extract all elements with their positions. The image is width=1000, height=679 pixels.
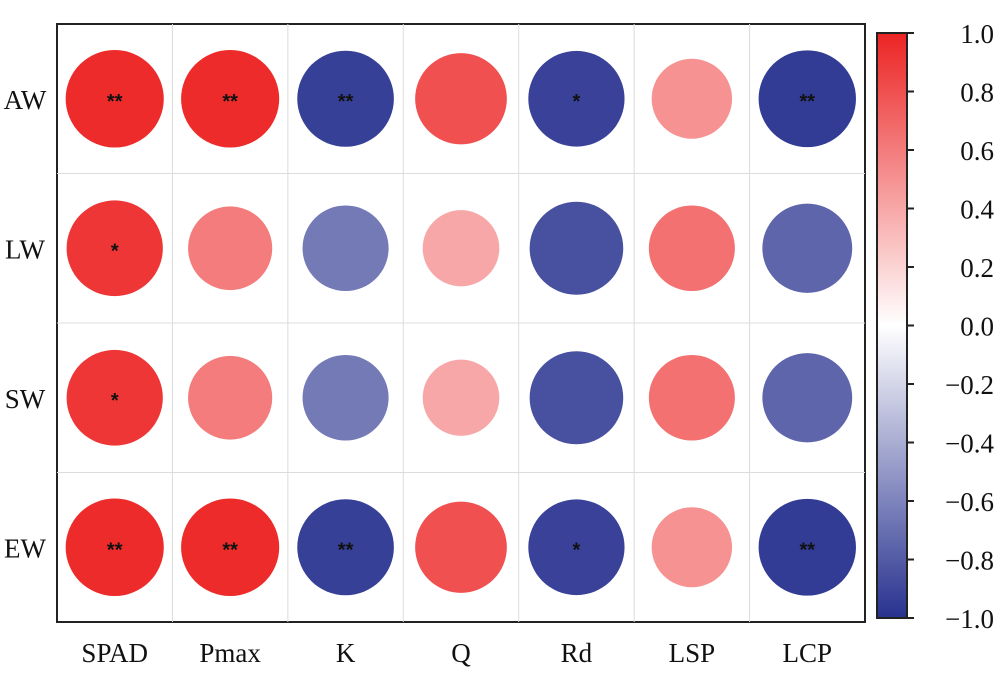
significance-mark: ** (799, 539, 815, 561)
cell-ew-pmax (181, 498, 280, 597)
cell-sw-lcp (762, 353, 853, 443)
significance-mark: ** (338, 91, 354, 113)
significance-mark: ** (222, 539, 238, 561)
correlation-cells: ** ** ** * ****** ** ** * ** (65, 49, 856, 597)
x-tick-label: SPAD (81, 638, 148, 668)
colorbar-tick-label: 1.0 (960, 19, 994, 49)
significance-mark: ** (799, 91, 815, 113)
x-tick-label: LCP (783, 638, 833, 668)
cell-ew-spad (65, 498, 164, 597)
significance-mark: * (573, 539, 581, 561)
cell-ew-lcp (758, 498, 856, 596)
colorbar-ticks: 1.0 0.8 0.6 0.4 0.2 0.0 −0.2 −0.4 −0.6 −0.8 −1.0 (907, 19, 995, 634)
colorbar-tick-label: −0.2 (945, 370, 994, 400)
cell-lw-lsp (648, 205, 735, 292)
colorbar-tick-label: 0.8 (960, 78, 994, 108)
cell-aw-spad (65, 49, 164, 148)
cell-sw-rd (529, 351, 624, 445)
cell-sw-lsp (648, 354, 735, 441)
colorbar-tick-label: −0.8 (945, 546, 994, 576)
cell-sw-pmax (188, 355, 273, 440)
cell-aw-pmax (181, 49, 280, 148)
colorbar-tick-label: −0.6 (945, 487, 994, 517)
y-axis-labels: AW LW SW EW (4, 85, 47, 564)
cell-lw-lcp (762, 203, 853, 293)
significance-mark: * (573, 91, 581, 113)
colorbar-tick-label: −1.0 (945, 604, 994, 634)
y-tick-label: SW (5, 384, 46, 414)
colorbar-tick-label: 0.4 (960, 195, 994, 225)
cell-lw-spad (66, 200, 163, 297)
colorbar-tick-label: 0.0 (960, 312, 994, 342)
cell-aw-rd (528, 50, 625, 147)
cell-sw-spad (66, 349, 163, 446)
x-tick-label: Pmax (199, 638, 261, 668)
significance-mark: ** (107, 91, 123, 113)
significance-mark: * (111, 390, 119, 412)
y-tick-label: EW (4, 533, 46, 563)
cell-aw-q (415, 53, 507, 145)
cell-aw-lcp (758, 50, 856, 148)
cell-ew-q (415, 501, 507, 593)
grid-lines (57, 24, 865, 622)
colorbar-tick-label: 0.2 (960, 253, 994, 283)
significance-mark: ** (338, 539, 354, 561)
x-tick-label: Q (451, 638, 471, 668)
colorbar-tick-label: 0.6 (960, 136, 994, 166)
significance-mark: ** (107, 539, 123, 561)
cell-lw-pmax (188, 206, 273, 291)
cell-lw-k (302, 205, 389, 292)
colorbar (876, 32, 908, 619)
x-tick-label: LSP (669, 638, 716, 668)
cell-ew-rd (528, 499, 625, 596)
cell-sw-k (302, 354, 389, 441)
cell-aw-lsp (651, 58, 733, 139)
cell-lw-q (422, 210, 500, 287)
cell-sw-q (422, 359, 500, 436)
y-tick-label: AW (4, 85, 47, 115)
x-axis-labels: SPAD Pmax K Q Rd LSP LCP (81, 638, 832, 668)
cell-lw-rd (529, 201, 624, 295)
colorbar-tick-label: −0.4 (945, 429, 994, 459)
significance-mark: ** (222, 91, 238, 113)
cell-ew-k (297, 499, 394, 596)
y-tick-label: LW (5, 234, 45, 264)
cell-ew-lsp (651, 507, 733, 588)
x-tick-label: K (336, 638, 356, 668)
x-tick-label: Rd (561, 638, 593, 668)
cell-aw-k (297, 50, 394, 147)
significance-mark: * (111, 240, 119, 262)
